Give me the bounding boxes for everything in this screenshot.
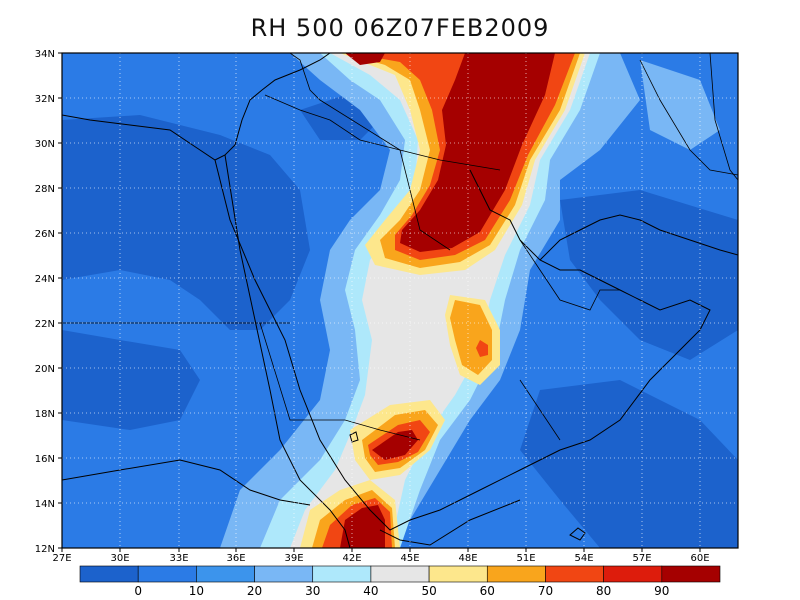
- map-title: RH 500 06Z07FEB2009: [250, 14, 550, 42]
- colorbar-label: 90: [654, 584, 669, 598]
- lat-label: 34N: [35, 49, 55, 60]
- colorbar-label: 70: [538, 584, 553, 598]
- field-dark-red: [400, 53, 555, 252]
- lat-labels: 34N 32N 30N 28N 26N 24N 22N 20N 18N 16N …: [35, 49, 55, 555]
- colorbar-swatch: [661, 565, 721, 583]
- lon-label: 51E: [516, 553, 535, 564]
- field-dark-blue-4: [520, 380, 738, 548]
- field-dark-blue: [62, 115, 310, 330]
- colorbar-label: 30: [305, 584, 320, 598]
- lat-label: 16N: [35, 454, 55, 465]
- lat-label: 32N: [35, 94, 55, 105]
- colorbar-label: 0: [134, 584, 142, 598]
- colorbar-swatch: [137, 565, 197, 583]
- lon-label: 48E: [458, 553, 477, 564]
- colorbar-label: 40: [363, 584, 378, 598]
- coastlines: [62, 53, 738, 548]
- field-dark-red-3: [372, 430, 418, 460]
- field-red-4: [476, 340, 488, 357]
- lat-label: 26N: [35, 229, 55, 240]
- lon-label: 33E: [169, 553, 188, 564]
- lon-tick-marks: [61, 548, 701, 552]
- colorbar-swatch: [312, 565, 372, 583]
- grid-lines: [62, 53, 738, 548]
- lat-label: 12N: [35, 544, 55, 555]
- lon-labels: 27E 30E 33E 36E 39E 42E 45E 48E 51E 54E …: [52, 553, 709, 564]
- lon-label: 57E: [632, 553, 651, 564]
- colorbar-swatch: [254, 565, 314, 583]
- lon-label: 39E: [284, 553, 303, 564]
- colorbar-swatch: [196, 565, 255, 583]
- map-frame: [61, 52, 739, 549]
- colorbar-label: 60: [480, 584, 495, 598]
- colorbar-swatch: [370, 565, 430, 583]
- rh-contour-field: [62, 53, 738, 548]
- lat-label: 28N: [35, 184, 55, 195]
- colorbar-label: 10: [189, 584, 204, 598]
- field-light-blue-2: [640, 60, 720, 150]
- field-dark-red-2: [345, 53, 385, 65]
- lon-label: 45E: [400, 553, 419, 564]
- colorbar-swatch: [79, 565, 139, 583]
- colorbar: 0 10 20 30 40 50 60 70 80 90: [79, 565, 721, 598]
- field-dark-blue-2: [62, 330, 200, 430]
- lat-label: 22N: [35, 319, 55, 330]
- lon-label: 27E: [52, 553, 71, 564]
- lon-label: 36E: [226, 553, 245, 564]
- lat-label: 18N: [35, 409, 55, 420]
- lon-label: 30E: [110, 553, 129, 564]
- colorbar-label: 80: [596, 584, 611, 598]
- lat-label: 30N: [35, 139, 55, 150]
- country-borders: [62, 53, 738, 441]
- lon-label: 54E: [574, 553, 593, 564]
- lat-tick-marks: [58, 52, 62, 549]
- colorbar-swatch: [545, 565, 604, 583]
- colorbar-label: 50: [421, 584, 436, 598]
- colorbar-swatch: [486, 565, 546, 583]
- lat-label: 20N: [35, 364, 55, 375]
- lat-label: 24N: [35, 274, 55, 285]
- field-dark-blue-3: [560, 190, 738, 360]
- lat-label: 14N: [35, 499, 55, 510]
- lon-label: 42E: [342, 553, 361, 564]
- lon-label: 60E: [690, 553, 709, 564]
- colorbar-swatch: [603, 565, 663, 583]
- field-dark-red-4: [340, 505, 385, 548]
- colorbar-label: 20: [247, 584, 262, 598]
- colorbar-swatch: [428, 565, 488, 583]
